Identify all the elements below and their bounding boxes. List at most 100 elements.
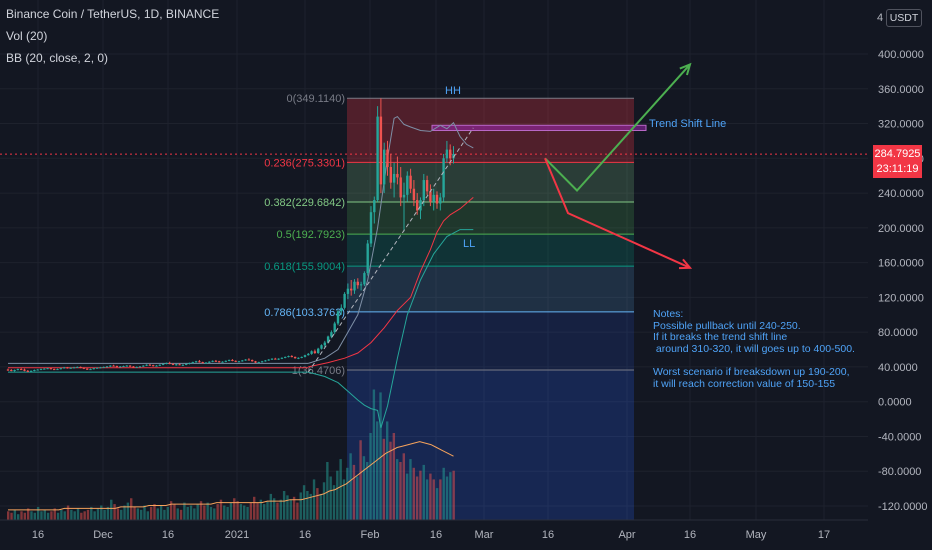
volume-bar: [70, 509, 73, 520]
candle-body: [254, 361, 257, 363]
candle-body: [396, 173, 399, 178]
volume-bar: [126, 502, 130, 520]
candle-body: [290, 356, 293, 358]
candle-body: [211, 360, 214, 362]
volume-bar: [262, 504, 266, 520]
candle-body: [29, 370, 33, 372]
bollinger-bands: [8, 115, 474, 428]
candle-body: [310, 351, 313, 354]
candle-body: [257, 362, 260, 364]
volume-bar: [133, 506, 136, 520]
candle-body: [353, 281, 356, 291]
fib-level-label: 0.236(275.3301): [264, 157, 345, 169]
volume-bar: [282, 491, 286, 520]
currency-button[interactable]: USDT: [886, 9, 922, 27]
candle-body: [363, 273, 366, 285]
candle-body: [59, 368, 62, 370]
volume-bar: [419, 470, 422, 520]
candle-body: [300, 356, 303, 358]
candle-body: [10, 369, 13, 371]
candle-body: [214, 360, 218, 362]
candle-body: [155, 365, 158, 367]
notes-annotation[interactable]: Notes: Possible pullback until 240-250. …: [653, 308, 893, 390]
candle-body: [152, 365, 155, 367]
x-axis[interactable]: 16 Dec 16 2021 16 Feb 16 Mar 16 Apr 16 May 17: [0, 519, 932, 550]
candle-body: [161, 363, 165, 365]
candle-body: [221, 361, 224, 363]
volume-bar: [249, 502, 253, 520]
trend-line-dashed: [307, 127, 474, 373]
notes-line: it will reach correction value of 150-15…: [653, 377, 836, 390]
candle-body: [386, 149, 389, 167]
trend-shift-zone[interactable]: [431, 124, 647, 131]
volume-bar: [36, 506, 40, 520]
bollinger-indicator-label[interactable]: BB (20, close, 2, 0): [6, 51, 109, 65]
fib-level-label: 0(349.1140): [286, 93, 345, 105]
candle-body: [277, 358, 280, 360]
volume-bar: [110, 499, 113, 520]
candle-body: [429, 191, 432, 202]
y-tick-label: 320.0000: [878, 119, 924, 131]
projection-down-line: [544, 157, 691, 269]
candle-body: [178, 364, 181, 366]
y-axis[interactable]: 400.0000360.0000320.0000280.0000240.0000…: [868, 0, 932, 550]
y-tick-label: -120.0000: [878, 501, 928, 513]
candle-body: [128, 365, 132, 367]
volume-bar: [286, 495, 289, 520]
y-tick-label: 360.0000: [878, 84, 924, 96]
fib-zone: [347, 202, 634, 235]
candle-body: [445, 149, 449, 159]
volume-bar: [256, 502, 259, 520]
volume-bar: [143, 505, 146, 520]
volume-bar: [46, 512, 50, 520]
volume-bar: [229, 502, 233, 520]
candle-body: [191, 362, 194, 364]
candle-body: [435, 194, 439, 204]
volume-bar: [173, 504, 176, 520]
candle-body: [330, 332, 333, 337]
candle-body: [6, 369, 10, 371]
trend-line[interactable]: [307, 127, 474, 373]
candle-body: [13, 369, 16, 371]
candle-body: [89, 369, 92, 371]
volume-bar: [116, 508, 120, 520]
candle-body: [419, 200, 422, 211]
fib-zone: [347, 234, 634, 267]
candle-body: [416, 200, 419, 211]
candle-body: [20, 369, 23, 371]
candle-body: [336, 311, 340, 324]
symbol-title[interactable]: Binance Coin / TetherUS, 1D, BINANCE: [6, 7, 220, 21]
fib-level-label: 0.618(155.9004): [264, 261, 345, 273]
candle-body: [350, 288, 353, 291]
volume-bar: [316, 488, 319, 520]
candle-body: [320, 345, 323, 349]
x-tick-label: 16: [162, 529, 174, 541]
volume-bar: [272, 498, 276, 520]
volume-indicator-label[interactable]: Vol (20): [6, 29, 48, 43]
candle-body: [287, 356, 290, 358]
x-tick-label: Apr: [618, 529, 635, 541]
candle-body: [158, 364, 161, 366]
y-tick-label: 200.0000: [878, 223, 924, 235]
candle-body: [125, 365, 128, 367]
candle-body: [33, 369, 36, 371]
ll-label: LL: [463, 238, 476, 250]
fib-retracement[interactable]: 0(349.1140) 0.236(275.3301) 0.382(229.6842…: [0, 93, 868, 520]
volume-bar: [219, 499, 223, 520]
volume-bar: [226, 506, 229, 520]
volume-bar: [193, 508, 196, 520]
volume-bar: [326, 462, 329, 520]
volume-bar: [395, 459, 399, 520]
candle-body: [241, 360, 244, 362]
candle-body: [280, 357, 284, 359]
volume-bar: [149, 506, 153, 520]
candle-body: [185, 363, 188, 365]
candle-body: [392, 173, 396, 183]
volume-bar: [259, 499, 263, 520]
candle-body: [303, 355, 307, 357]
candle-body: [69, 367, 72, 369]
volume-bar: [130, 498, 133, 520]
candle-body: [92, 368, 95, 370]
projection-arrows[interactable]: [544, 62, 693, 270]
